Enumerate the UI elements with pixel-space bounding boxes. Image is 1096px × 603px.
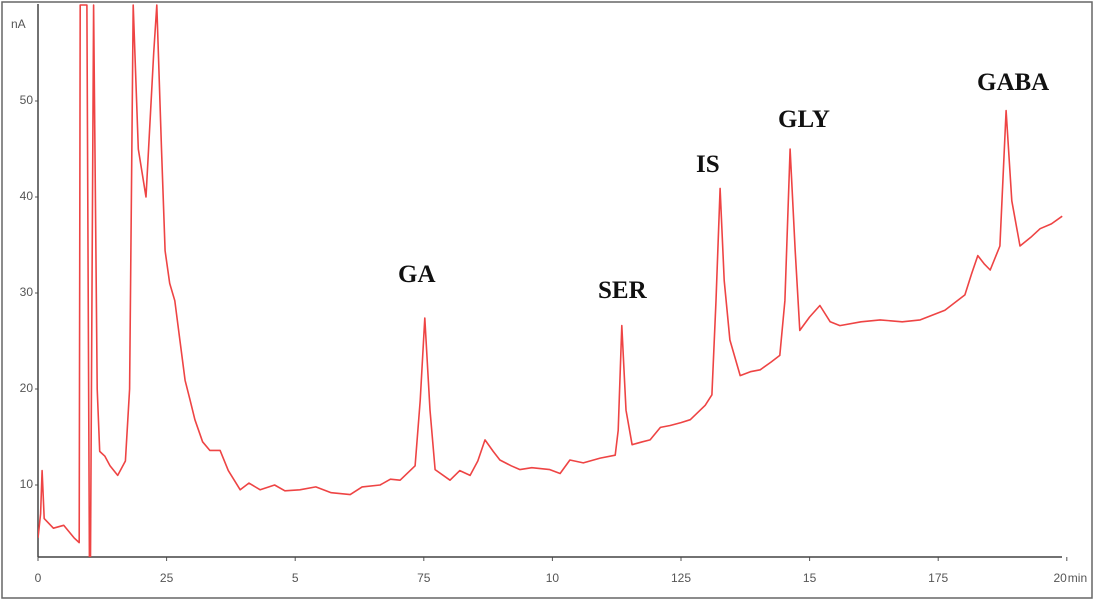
x-tick-label: 10 (546, 571, 560, 585)
y-tick-label: 30 (20, 285, 34, 299)
x-axis-label: min (1068, 571, 1087, 585)
x-tick-label: 15 (803, 571, 817, 585)
x-tick-label: 25 (160, 571, 174, 585)
y-tick-label: 40 (20, 189, 34, 203)
x-tick-label: 175 (928, 571, 948, 585)
x-tick-label: 20 (1053, 571, 1067, 585)
annotation: GA (398, 261, 436, 288)
annotation: IS (696, 151, 720, 178)
x-tick-label: 5 (292, 571, 299, 585)
chromatogram-line (38, 4, 1063, 557)
y-tick-label: 20 (20, 381, 34, 395)
annotation: SER (598, 277, 648, 304)
annotation: GLY (778, 106, 830, 133)
x-tick-label: 75 (417, 571, 431, 585)
y-axis-label: nA (11, 17, 26, 31)
y-tick-label: 50 (20, 93, 34, 107)
x-tick-label: 0 (35, 571, 42, 585)
y-tick-label: 10 (20, 477, 34, 491)
annotation: GABA (977, 69, 1049, 96)
x-tick-label: 125 (671, 571, 691, 585)
